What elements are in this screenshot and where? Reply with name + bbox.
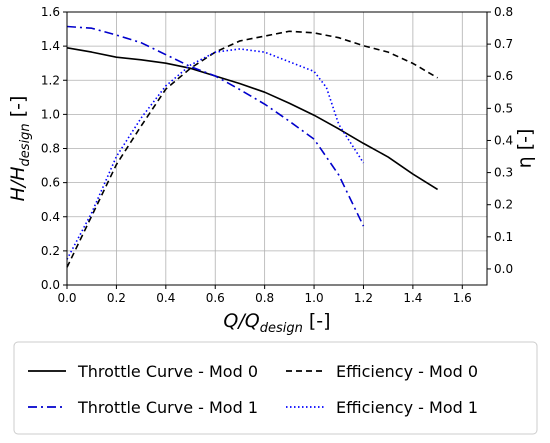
y-left-tick-label: 0.6 [41, 176, 60, 190]
y-right-tick-label: 0.6 [494, 69, 513, 83]
legend-label-1: Throttle Curve - Mod 1 [77, 398, 258, 417]
y-right-tick-label: 0.0 [494, 262, 513, 276]
y-left-tick-label: 0.2 [41, 244, 60, 258]
legend-items: Throttle Curve - Mod 0 Throttle Curve - M… [28, 362, 478, 417]
y-left-tick-label: 1.6 [41, 5, 60, 19]
legend: Throttle Curve - Mod 0 Throttle Curve - M… [13, 341, 538, 435]
x-tick-label: 0.2 [107, 291, 126, 305]
x-tick-label: 1.0 [305, 291, 324, 305]
x-tick-label: 0.6 [206, 291, 225, 305]
grid [66, 11, 487, 286]
legend-label-0: Throttle Curve - Mod 0 [77, 362, 258, 381]
legend-label-3: Efficiency - Mod 1 [336, 398, 478, 417]
y-right-tick-label: 0.4 [494, 133, 513, 147]
y-right-tick-label: 0.8 [494, 5, 513, 19]
y-axis-left-label: H/Hdesign [-] [7, 96, 33, 202]
y-right-tick-label: 0.7 [494, 37, 513, 51]
x-tick-label: 0.8 [255, 291, 274, 305]
y-right-tick-label: 0.3 [494, 166, 513, 180]
y-right-tick-label: 0.5 [494, 101, 513, 115]
x-tick-label: 1.4 [403, 291, 422, 305]
x-tick-label: 1.6 [453, 291, 472, 305]
y-left-tick-label: 0.4 [41, 210, 60, 224]
ticks: 0.0 0.2 0.4 0.6 0.8 1.0 1.2 1.4 1.6 0.0 0.2 0.4 0.6 0… [41, 5, 513, 305]
series-layer [66, 25, 439, 268]
x-axis-label: Q/Qdesign [-] [223, 310, 330, 336]
series-line-3 [66, 48, 365, 260]
y-left-tick-label: 0.0 [41, 278, 60, 292]
x-tick-label: 1.2 [354, 291, 373, 305]
y-left-tick-label: 1.4 [41, 39, 60, 53]
y-left-tick-label: 1.0 [41, 107, 60, 121]
y-right-tick-label: 0.1 [494, 230, 513, 244]
series-line-0 [66, 47, 439, 191]
y-right-tick-label: 0.2 [494, 198, 513, 212]
y-left-tick-label: 0.8 [41, 142, 60, 156]
y-axis-right-label: η [-] [514, 129, 536, 169]
legend-box [13, 341, 538, 435]
series-line-1 [66, 25, 365, 227]
x-tick-label: 0.0 [57, 291, 76, 305]
y-left-tick-label: 1.2 [41, 73, 60, 87]
series-line-2 [66, 30, 438, 268]
legend-label-2: Efficiency - Mod 0 [336, 362, 478, 381]
x-tick-label: 0.4 [156, 291, 175, 305]
